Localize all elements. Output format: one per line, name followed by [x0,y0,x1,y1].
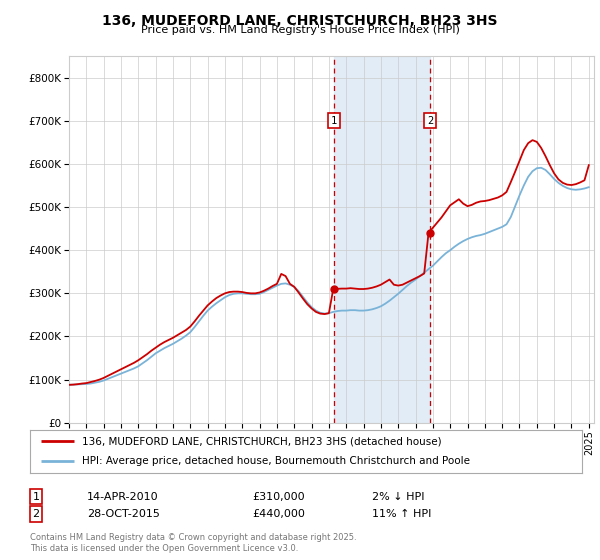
Text: £310,000: £310,000 [252,492,305,502]
Text: 1: 1 [32,492,40,502]
Text: 2: 2 [32,509,40,519]
Text: HPI: Average price, detached house, Bournemouth Christchurch and Poole: HPI: Average price, detached house, Bour… [82,456,470,466]
Text: 136, MUDEFORD LANE, CHRISTCHURCH, BH23 3HS: 136, MUDEFORD LANE, CHRISTCHURCH, BH23 3… [102,14,498,28]
Text: 11% ↑ HPI: 11% ↑ HPI [372,509,431,519]
Text: 2% ↓ HPI: 2% ↓ HPI [372,492,425,502]
Text: £440,000: £440,000 [252,509,305,519]
Text: 1: 1 [331,116,337,126]
Bar [334,56,430,423]
Text: 2: 2 [427,116,433,126]
Text: 28-OCT-2015: 28-OCT-2015 [87,509,160,519]
Text: 136, MUDEFORD LANE, CHRISTCHURCH, BH23 3HS (detached house): 136, MUDEFORD LANE, CHRISTCHURCH, BH23 3… [82,436,442,446]
Text: Contains HM Land Registry data © Crown copyright and database right 2025.
This d: Contains HM Land Registry data © Crown c… [30,533,356,553]
Text: 14-APR-2010: 14-APR-2010 [87,492,158,502]
Text: Price paid vs. HM Land Registry's House Price Index (HPI): Price paid vs. HM Land Registry's House … [140,25,460,35]
